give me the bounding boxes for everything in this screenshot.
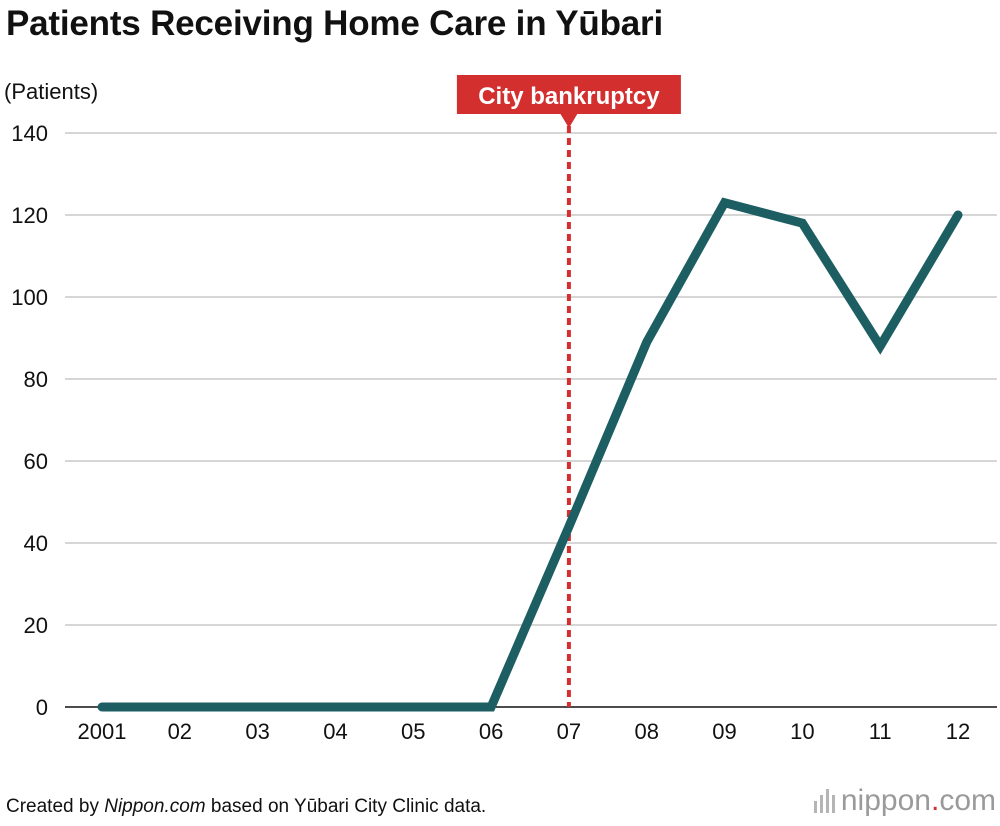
y-axis-label: (Patients)	[4, 79, 98, 104]
y-tick-label: 140	[11, 121, 48, 146]
nippon-logo: nippon. com	[813, 784, 996, 818]
y-tick-label: 120	[11, 203, 48, 228]
credit-prefix: Created by	[6, 796, 105, 817]
source-credit: Created by Nippon.com based on Yūbari Ci…	[6, 796, 486, 818]
x-tick-label: 10	[790, 719, 814, 744]
y-tick-label: 20	[24, 613, 48, 638]
chart-title: Patients Receiving Home Care in Yūbari	[6, 4, 663, 43]
y-tick-label: 80	[24, 367, 48, 392]
y-tick-labels: 0 20 40 60 80 100 120 140	[11, 121, 48, 720]
line-chart: (Patients) 0 20 40 60 80 100 120 140 2001 02 03 04…	[4, 75, 997, 744]
logo-dot: .	[930, 784, 940, 817]
series-line	[97, 197, 963, 712]
y-tick-label: 100	[11, 285, 48, 310]
logo-bars-icon	[813, 789, 835, 813]
logo-text-suffix: com	[939, 784, 996, 817]
bankruptcy-label-box	[456, 75, 681, 114]
credit-suffix: based on Yūbari City Clinic data.	[205, 796, 487, 817]
series-group	[97, 197, 963, 712]
y-tick-label: 60	[24, 449, 48, 474]
x-tick-label: 02	[168, 719, 192, 744]
x-tick-label: 07	[557, 719, 581, 744]
y-tick-label: 0	[36, 695, 48, 720]
x-tick-label: 08	[634, 719, 658, 744]
credit-source-name: Nippon.com	[104, 796, 206, 817]
x-tick-label: 11	[869, 719, 892, 744]
x-tick-label: 09	[712, 719, 736, 744]
y-tick-label: 40	[24, 531, 48, 556]
bankruptcy-label: City bankruptcy	[478, 83, 660, 110]
bankruptcy-annotation: City bankruptcy	[456, 75, 681, 707]
x-tick-label: 05	[401, 719, 425, 744]
x-tick-label: 12	[946, 719, 970, 744]
x-tick-label: 06	[479, 719, 503, 744]
x-tick-label: 2001	[78, 719, 127, 744]
x-tick-label: 04	[323, 719, 347, 744]
logo-text-main: nippon	[840, 784, 931, 817]
bankruptcy-label-pointer	[559, 113, 578, 128]
x-tick-label: 03	[245, 719, 269, 744]
x-tick-labels: 2001 02 03 04 05 06 07 08 09 10 11 12	[78, 719, 971, 744]
